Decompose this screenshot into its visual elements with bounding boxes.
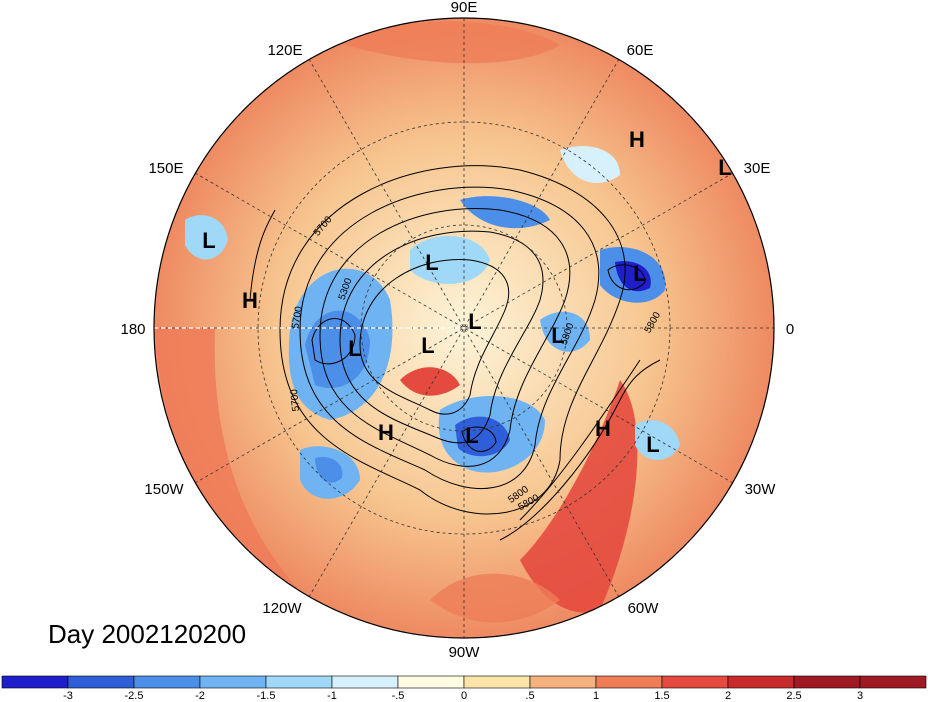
lon-label-90w: 90W	[449, 644, 481, 661]
contour-label: 5700	[290, 305, 305, 329]
high-center-marker: H	[242, 288, 258, 313]
lon-label-180: 180	[120, 321, 145, 338]
colorbar-swatch	[529, 675, 597, 689]
lon-label-120e: 120E	[267, 42, 302, 59]
low-center-marker: L	[421, 333, 434, 358]
high-center-marker: H	[378, 420, 394, 445]
colorbar-tick-label: 0	[461, 690, 467, 702]
colorbar-swatch	[595, 675, 663, 689]
lon-label-150e: 150E	[148, 160, 183, 177]
colorbar-swatch	[67, 675, 135, 689]
colorbar-swatch	[859, 675, 927, 689]
colorbar-swatch	[199, 675, 267, 689]
low-center-marker: L	[633, 261, 646, 286]
day-label: Day 2002120200	[48, 619, 247, 649]
colorbar-tick-label: -2	[195, 690, 205, 702]
low-center-marker: L	[202, 228, 215, 253]
high-center-marker: H	[629, 127, 645, 152]
colorbar-tick-label: 2	[725, 690, 731, 702]
lon-label-120w: 120W	[262, 600, 302, 617]
lon-label-30w: 30W	[745, 481, 777, 498]
colorbar-tick-label: -1	[327, 690, 337, 702]
colorbar-tick-label: 2.5	[786, 690, 801, 702]
colorbar-swatch	[265, 675, 333, 689]
low-center-marker: L	[718, 155, 731, 180]
longitude-labels: 90E 60E 30E 0 30W 60W 90W 120W 150W 180 …	[120, 0, 794, 661]
low-center-marker: L	[646, 432, 659, 457]
colorbar-boxes	[1, 675, 927, 689]
low-center-marker: L	[468, 309, 481, 334]
colorbar-tick-label: -3	[63, 690, 73, 702]
colorbar-swatch	[133, 675, 201, 689]
low-center-marker: L	[348, 336, 361, 361]
lon-label-60w: 60W	[628, 600, 660, 617]
map-boundary	[153, 17, 775, 639]
colorbar-tick-label: 1.5	[654, 690, 669, 702]
colorbar-tick-label: -1.5	[257, 690, 276, 702]
colorbar-swatch	[331, 675, 399, 689]
low-center-marker: L	[551, 323, 564, 348]
colorbar-tick-label: -.5	[392, 690, 405, 702]
colorbar-swatch	[1, 675, 69, 689]
colorbar-swatch	[397, 675, 465, 689]
lon-label-0: 0	[786, 321, 794, 338]
lon-label-150w: 150W	[144, 481, 184, 498]
contour-label: 5700	[289, 388, 302, 412]
colorbar-swatch	[463, 675, 531, 689]
lon-label-90e: 90E	[451, 0, 478, 16]
high-center-marker: H	[595, 416, 611, 441]
low-center-marker: L	[465, 423, 478, 448]
colorbar-tick-label: 1	[593, 690, 599, 702]
lon-label-30e: 30E	[744, 160, 771, 177]
colorbar-swatch	[727, 675, 795, 689]
graticule	[154, 18, 774, 638]
colorbar-tick-label: 3	[857, 690, 863, 702]
colorbar-ticks: -3 -2.5 -2 -1.5 -1 -.5 0 .5 1 1.5 2 2.5 3	[63, 690, 863, 702]
low-center-marker: L	[425, 250, 438, 275]
colorbar-tick-label: -2.5	[125, 690, 144, 702]
colorbar: -3 -2.5 -2 -1.5 -1 -.5 0 .5 1 1.5 2 2.5 3	[1, 675, 927, 702]
colorbar-swatch	[661, 675, 729, 689]
pressure-centers: L H L L L L L L L H H L H L	[202, 127, 731, 457]
colorbar-tick-label: .5	[525, 690, 534, 702]
colorbar-swatch	[793, 675, 861, 689]
height-contours	[249, 165, 661, 541]
lon-label-60e: 60E	[627, 42, 654, 59]
